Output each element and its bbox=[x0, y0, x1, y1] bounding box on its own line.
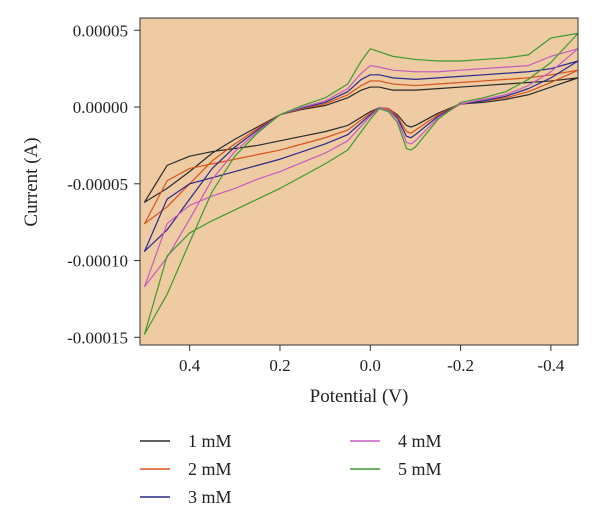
plot-frame bbox=[139, 17, 579, 346]
x-tick-label: 0.0 bbox=[360, 356, 381, 375]
legend-label-5: 5 mM bbox=[398, 459, 442, 479]
series-line-1 bbox=[143, 77, 579, 203]
plot-background bbox=[140, 18, 578, 345]
x-tick-label: 0.2 bbox=[269, 356, 290, 375]
legend: 1 mM 2 mM 3 mM 4 mM 5 mM bbox=[140, 431, 442, 507]
y-axis-title: Current (A) bbox=[21, 137, 42, 226]
legend-label-4: 4 mM bbox=[398, 431, 442, 451]
axes-layer: 0.4 0.2 0.0 -0.2 -0.4 0.00005 0.00000 -0.00005 -… bbox=[67, 17, 579, 375]
y-tick-label: -0.00015 bbox=[67, 328, 128, 347]
y-tick-label: 0.00000 bbox=[73, 98, 128, 117]
y-tick-label: -0.00005 bbox=[67, 175, 128, 194]
legend-label-2: 2 mM bbox=[188, 459, 232, 479]
series-line-4 bbox=[143, 48, 579, 288]
series-layer bbox=[143, 32, 579, 335]
series-line-2 bbox=[143, 69, 579, 225]
x-tick-label: 0.4 bbox=[179, 356, 201, 375]
series-line-3 bbox=[143, 60, 579, 252]
y-tick-label: -0.00010 bbox=[67, 252, 128, 271]
x-axis-title: Potential (V) bbox=[310, 386, 409, 407]
legend-label-3: 3 mM bbox=[188, 487, 232, 507]
legend-label-1: 1 mM bbox=[188, 431, 232, 451]
series-line-5 bbox=[143, 32, 579, 335]
y-tick-label: 0.00005 bbox=[73, 21, 128, 40]
x-tick-label: -0.4 bbox=[537, 356, 564, 375]
x-tick-label: -0.2 bbox=[447, 356, 474, 375]
